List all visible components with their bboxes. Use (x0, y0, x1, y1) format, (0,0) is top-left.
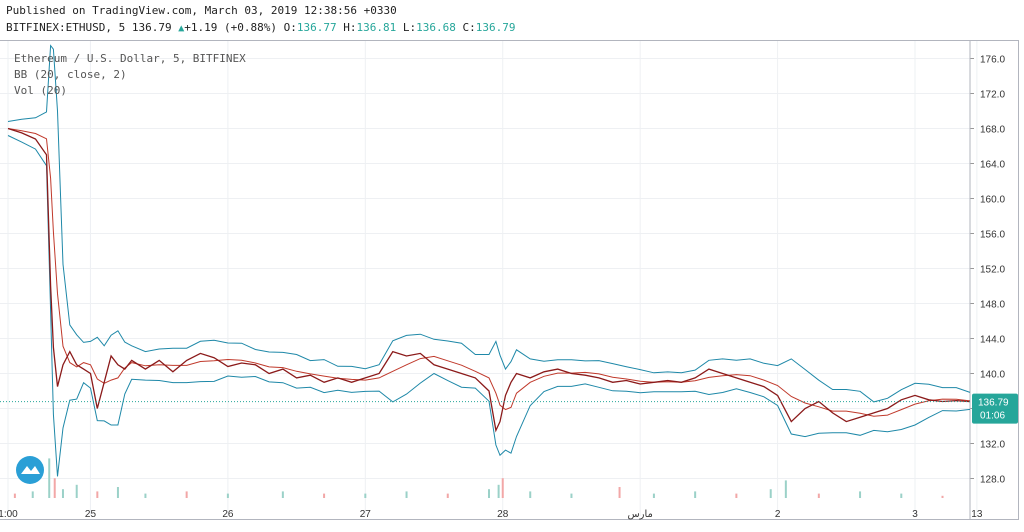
y-tick-label: 176.0 (980, 55, 1005, 66)
volume-bar (694, 491, 697, 498)
high-value: 136.81 (356, 21, 397, 34)
change-value: +1.19 (+0.88%) (184, 21, 277, 34)
bb-lower-band (7, 135, 971, 477)
volume-bar (405, 491, 408, 498)
close-value: 136.79 (475, 21, 516, 34)
y-tick-label: 144.0 (980, 335, 1005, 346)
bb-basis-line (7, 128, 971, 417)
y-tick-label: 128.0 (980, 475, 1005, 486)
countdown-label: 01:06 (980, 411, 1005, 422)
volume-bar (817, 493, 820, 498)
volume-bar (226, 493, 229, 498)
volume-bar (859, 491, 862, 498)
volume-bar (618, 487, 621, 498)
volume-bar (446, 493, 449, 498)
volume-bar (96, 491, 99, 498)
x-tick-label: 1:00 (0, 509, 18, 520)
volume-bar (488, 489, 490, 498)
y-tick-label: 168.0 (980, 125, 1005, 136)
x-tick-label: 2 (775, 509, 781, 520)
last-price: 136.79 (131, 21, 172, 34)
last-price-label: 136.79 (978, 398, 1009, 409)
volume-bar (501, 478, 504, 498)
volume-bar (116, 487, 119, 498)
low-value: 136.68 (416, 21, 456, 34)
bb-upper-band (7, 44, 971, 403)
ohlc-header: BITFINEX:ETHUSD, 5 136.79 ▲+1.19 (+0.88%… (6, 21, 515, 34)
x-tick-label: 27 (360, 509, 372, 520)
x-tick-label: 3 (912, 509, 918, 520)
volume-bar (48, 458, 51, 498)
published-header: Published on TradingView.com, March 03, … (6, 4, 397, 17)
open-label: O: (283, 21, 297, 34)
x-tick-label: 25 (85, 509, 97, 520)
up-arrow-icon: ▲ (178, 23, 185, 34)
y-tick-label: 132.0 (980, 440, 1005, 451)
y-tick-label: 148.0 (980, 300, 1005, 311)
chart-frame[interactable] (0, 40, 1019, 520)
volume-bar (144, 493, 147, 498)
high-label: H: (343, 21, 357, 34)
close-label: C: (462, 21, 476, 34)
symbol-label: BITFINEX:ETHUSD, 5 (6, 21, 126, 34)
x-tick-label: 28 (497, 509, 509, 520)
open-value: 136.77 (296, 21, 337, 34)
y-tick-label: 152.0 (980, 265, 1005, 276)
volume-bar (529, 491, 532, 498)
low-label: L: (402, 21, 417, 34)
volume-bar (13, 493, 16, 498)
last-price-tag (972, 393, 1018, 424)
volume-bar (364, 493, 367, 498)
legend-bb[interactable]: BB (20, close, 2) (14, 68, 127, 81)
y-tick-label: 172.0 (980, 90, 1005, 101)
y-tick-label: 140.0 (980, 370, 1005, 381)
volume-bar (735, 493, 738, 498)
volume-bar (769, 489, 772, 498)
volume-bar (323, 493, 326, 498)
volume-bar (31, 491, 34, 498)
volume-bar (61, 489, 64, 498)
volume-bar (941, 495, 944, 498)
volume-bar (281, 491, 284, 498)
volume-bar (900, 493, 903, 498)
price-line (7, 127, 971, 433)
legend-vol[interactable]: Vol (20) (14, 84, 67, 97)
volume-bar (652, 493, 655, 498)
volume-bar (497, 484, 500, 498)
x-tick-label: مارس (627, 509, 652, 520)
volume-bar (784, 480, 787, 498)
y-tick-label: 160.0 (980, 195, 1005, 206)
volume-bar (75, 484, 78, 498)
x-tick-label: 13 (971, 509, 983, 520)
volume-bar (570, 493, 573, 498)
y-tick-label: 156.0 (980, 230, 1005, 241)
volume-bar (53, 478, 56, 498)
legend-title[interactable]: Ethereum / U.S. Dollar, 5, BITFINEX (14, 52, 246, 65)
volume-bar (185, 491, 188, 498)
x-tick-label: 26 (222, 509, 234, 520)
tradingview-logo-mark (21, 466, 40, 474)
y-tick-label: 164.0 (980, 160, 1005, 171)
